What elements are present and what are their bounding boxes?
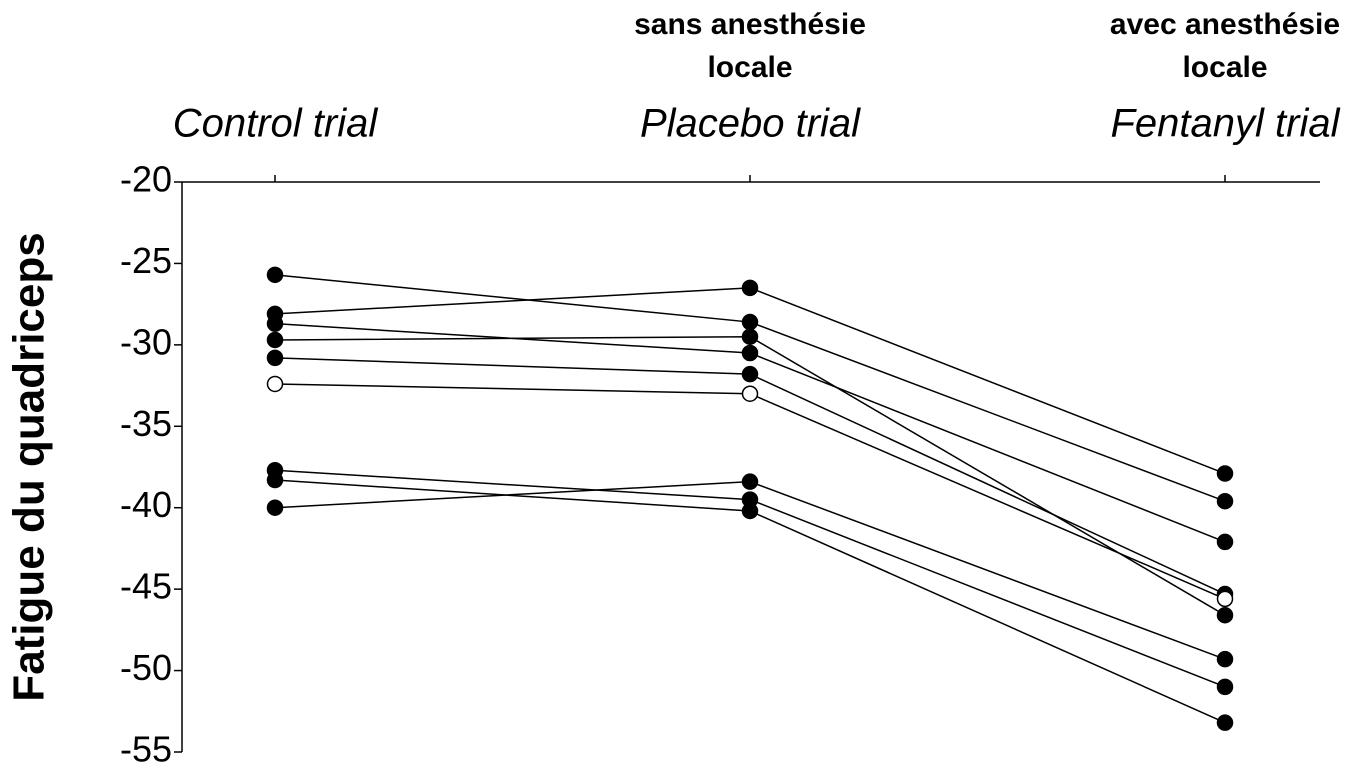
y-tick-label: -25 (120, 240, 172, 281)
annotation: avec anesthésie (1110, 8, 1340, 41)
annotation: locale (1182, 51, 1267, 84)
point (1216, 533, 1234, 551)
y-tick-label: -35 (120, 403, 172, 444)
point (1216, 590, 1234, 608)
point (741, 385, 759, 402)
point (266, 499, 284, 516)
x-tick-label: Fentanyl trial (1111, 102, 1341, 146)
y-tick-label: -30 (120, 321, 172, 362)
y-tick-label: -45 (120, 566, 172, 607)
point (741, 473, 759, 490)
point (266, 331, 284, 349)
point (741, 328, 759, 345)
point (741, 502, 759, 520)
point (266, 471, 284, 489)
y-axis-label: Fatigue du quadriceps (5, 232, 54, 701)
point (1216, 714, 1234, 731)
x-tick-label: Placebo trial (640, 102, 861, 146)
point (266, 375, 284, 393)
y-tick-label: -20 (120, 159, 172, 200)
annotation: sans anesthésie (634, 8, 866, 41)
point (1216, 606, 1234, 624)
y-tick-label: -40 (120, 484, 172, 525)
y-tick-label: -50 (120, 647, 172, 688)
annotation: locale (707, 51, 792, 84)
point (1216, 678, 1234, 696)
point (266, 349, 284, 367)
point (741, 365, 759, 383)
point (741, 279, 759, 297)
x-tick-label: Control trial (173, 102, 379, 146)
point (266, 266, 284, 284)
point (741, 313, 759, 331)
point (741, 344, 759, 362)
point (1216, 465, 1234, 482)
point (1216, 650, 1234, 668)
point (266, 315, 284, 332)
y-tick-label: -55 (120, 729, 172, 769)
point (1216, 492, 1234, 510)
